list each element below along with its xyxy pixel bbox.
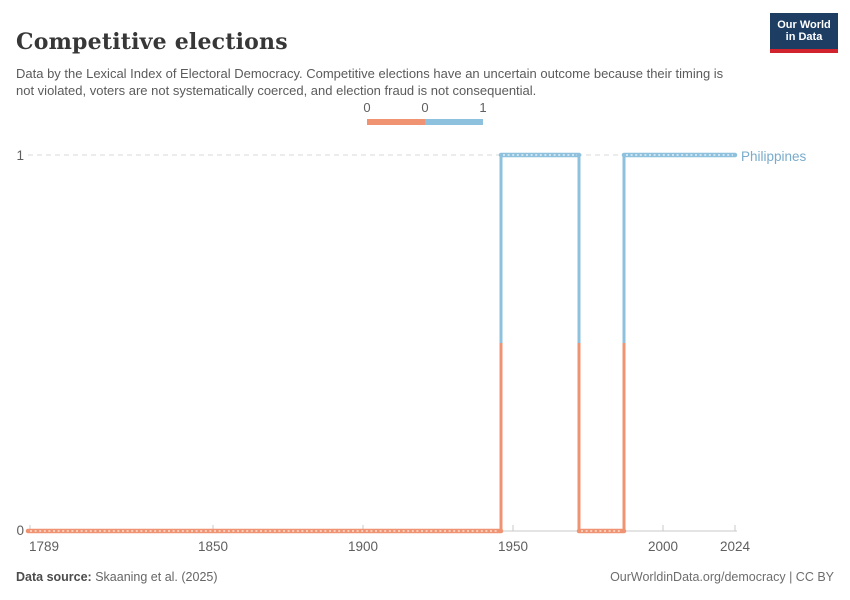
x-tick-label: 2000 [648, 539, 678, 554]
legend-label-mid: 0 [421, 100, 429, 115]
x-tick-label: 1950 [498, 539, 528, 554]
owid-logo-line1: Our World [777, 19, 831, 31]
y-tick-label-1: 1 [16, 148, 24, 163]
owid-logo-line2: in Data [785, 31, 823, 43]
legend-swatch-one[interactable] [425, 119, 483, 125]
page-title: Competitive elections [16, 28, 288, 55]
owid-logo[interactable]: Our World in Data [770, 13, 838, 53]
y-tick-label-0: 0 [16, 523, 24, 538]
x-tick-label: 1850 [198, 539, 228, 554]
entity-label-philippines[interactable]: Philippines [741, 149, 807, 164]
legend-label-min: 0 [363, 100, 371, 115]
legend-swatch-zero[interactable] [367, 119, 425, 125]
data-source-note: Data source: Skaaning et al. (2025) [16, 570, 218, 584]
x-tick-label: 1900 [348, 539, 378, 554]
owid-credit-link[interactable]: OurWorldinData.org/democracy | CC BY [610, 570, 834, 584]
data-source-value: Skaaning et al. (2025) [91, 570, 218, 584]
legend-label-max: 1 [479, 100, 487, 115]
x-tick-label: 2024 [720, 539, 751, 554]
data-source-label: Data source: [16, 570, 92, 584]
chart-subtitle: Data by the Lexical Index of Electoral D… [16, 66, 724, 98]
x-tick-label: 1789 [29, 539, 59, 554]
